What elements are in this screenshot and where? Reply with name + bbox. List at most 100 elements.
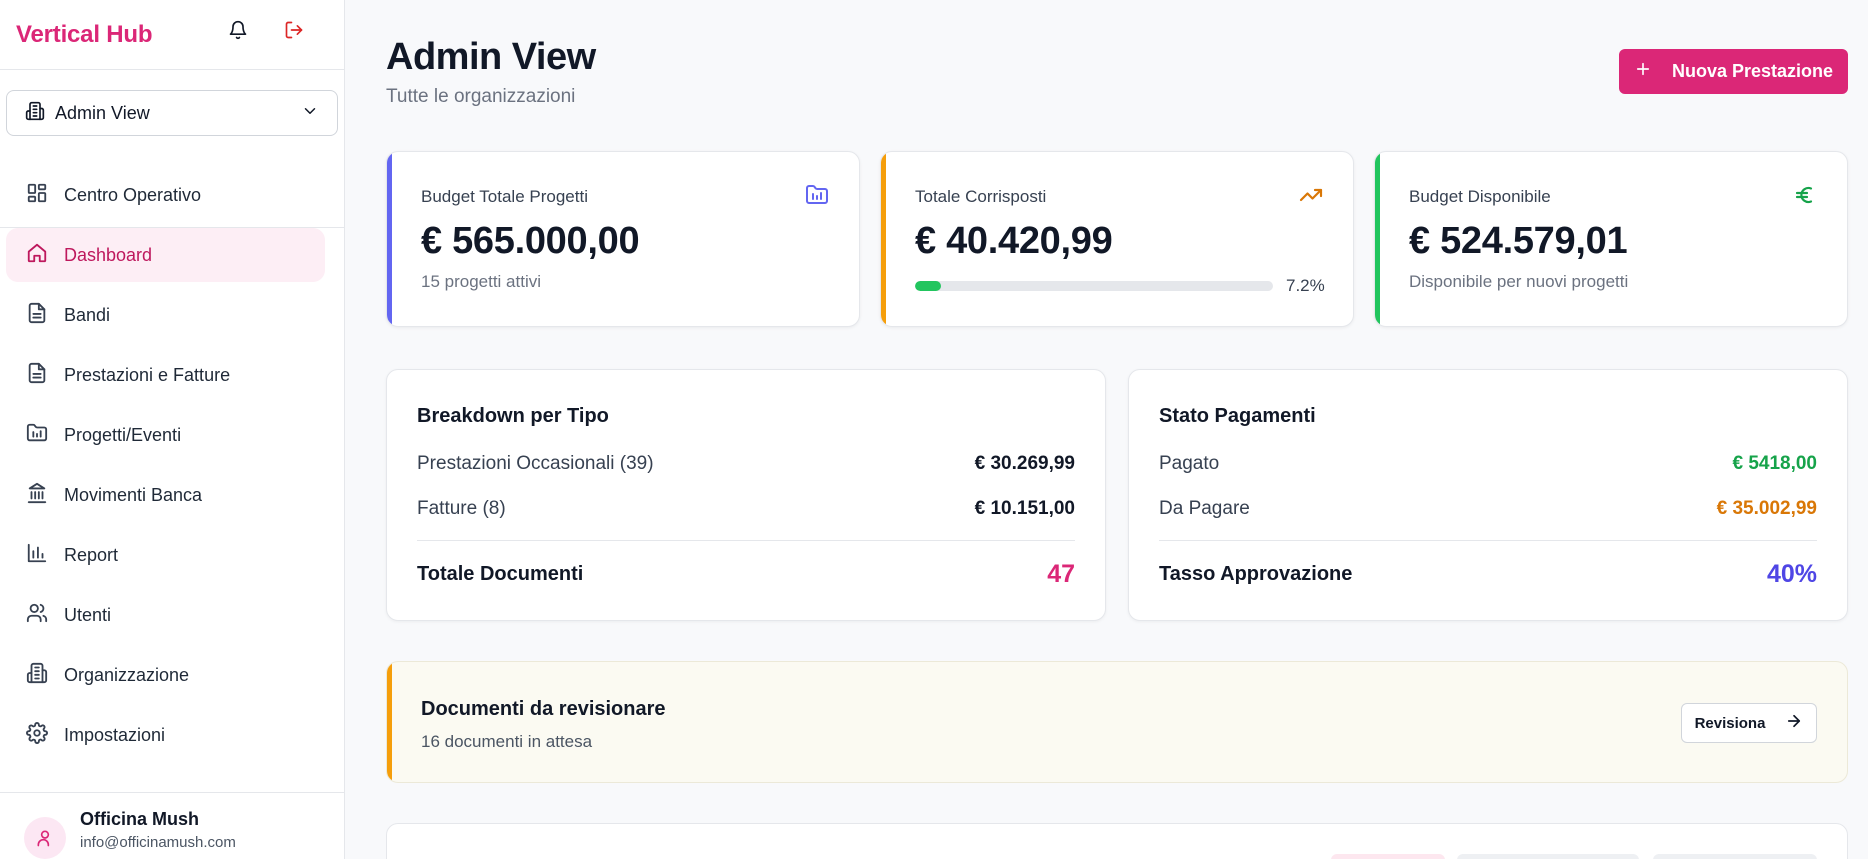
users-icon: [26, 602, 48, 629]
bank-icon: [26, 482, 48, 509]
breakdown-row: Fatture (8) € 10.151,00: [417, 498, 1075, 520]
divider: [417, 540, 1075, 541]
row-value: € 5418,00: [1732, 453, 1817, 474]
tab-pill[interactable]: [1653, 854, 1817, 859]
card-accent: [387, 152, 392, 326]
stat-value: € 565.000,00: [421, 220, 640, 262]
row-value: € 30.269,99: [974, 453, 1075, 474]
user-email: info@officinamush.com: [80, 834, 236, 851]
page-subtitle: Tutte le organizzazioni: [386, 86, 576, 107]
panel-title: Stato Pagamenti: [1159, 405, 1316, 427]
app-title: Vertical Hub: [16, 20, 153, 48]
sidebar-item-organizzazione[interactable]: Organizzazione: [6, 648, 325, 702]
sidebar-item-label: Bandi: [64, 304, 111, 325]
trending-up-icon: [1299, 183, 1323, 212]
revisiona-label: Revisiona: [1694, 714, 1766, 732]
stat-label: Budget Disponibile: [1409, 187, 1551, 206]
sidebar-item-prestazioni-fatture[interactable]: Prestazioni e Fatture: [6, 348, 325, 402]
stat-card-budget-disponibile: Budget Disponibile € 524.579,01 Disponib…: [1374, 151, 1848, 327]
new-prestazione-label: Nuova Prestazione: [1671, 61, 1834, 81]
tab-pill[interactable]: [1331, 854, 1445, 859]
bar-chart-icon: [26, 542, 48, 569]
card-accent: [1375, 152, 1380, 326]
total-value: 47: [1047, 560, 1075, 588]
grid-icon: [26, 182, 48, 209]
chevron-down-icon: [301, 102, 319, 125]
progress-bar: [915, 281, 1273, 291]
document-icon: [26, 302, 48, 329]
euro-icon: [1793, 183, 1817, 212]
card-accent: [881, 152, 886, 326]
stat-label: Totale Corrisposti: [915, 187, 1047, 206]
breakdown-panel: Breakdown per Tipo Prestazioni Occasiona…: [386, 369, 1106, 621]
payments-total: Tasso Approvazione 40%: [1159, 560, 1817, 589]
stat-note: 15 progetti attivi: [421, 272, 542, 291]
gear-icon: [26, 721, 48, 749]
org-selector[interactable]: Admin View: [6, 90, 338, 136]
row-label: Da Pagare: [1159, 498, 1250, 519]
stat-card-totale-corrisposti: Totale Corrisposti € 40.420,99 7.2%: [880, 151, 1354, 327]
payments-panel: Stato Pagamenti Pagato € 5418,00 Da Paga…: [1128, 369, 1848, 621]
org-selector-wrap: Admin View: [0, 70, 344, 228]
sidebar-item-label: Movimenti Banca: [64, 484, 203, 505]
bell-icon[interactable]: [226, 18, 250, 42]
sidebar-item-bandi[interactable]: Bandi: [6, 288, 325, 342]
sidebar-item-label: Impostazioni: [64, 724, 166, 745]
banner-accent: [387, 662, 392, 782]
avatar: [24, 817, 66, 859]
sidebar-item-label: Centro Operativo: [64, 184, 202, 205]
sidebar-item-impostazioni[interactable]: Impostazioni: [6, 708, 325, 762]
page-title: Admin View: [386, 36, 596, 78]
panel-title: Breakdown per Tipo: [417, 405, 609, 427]
progress-label: 7.2%: [1286, 276, 1325, 295]
document-icon: [26, 362, 48, 389]
revisiona-button[interactable]: Revisiona: [1681, 703, 1817, 743]
brand-row: Vertical Hub: [0, 0, 344, 70]
folder-chart-icon: [26, 422, 48, 449]
row-label: Pagato: [1159, 453, 1220, 474]
sidebar: Vertical Hub Admin View Centro Operativo: [0, 0, 345, 859]
total-value: 40%: [1766, 560, 1817, 588]
user-icon: [37, 830, 50, 847]
total-label: Totale Documenti: [417, 563, 584, 585]
sidebar-item-dashboard[interactable]: Dashboard: [6, 228, 325, 282]
sidebar-item-label: Dashboard: [64, 244, 153, 265]
new-prestazione-button[interactable]: Nuova Prestazione: [1619, 49, 1848, 94]
payments-row: Da Pagare € 35.002,99: [1159, 498, 1817, 520]
breakdown-row: Prestazioni Occasionali (39) € 30.269,99: [417, 453, 1075, 475]
sidebar-item-movimenti-banca[interactable]: Movimenti Banca: [6, 468, 325, 522]
review-title: Documenti da revisionare: [421, 698, 666, 720]
sidebar-item-centro-operativo[interactable]: Centro Operativo: [6, 168, 325, 222]
divider: [1159, 540, 1817, 541]
main-content: Admin View Tutte le organizzazioni Nuova…: [386, 0, 1848, 859]
sidebar-item-label: Utenti: [64, 604, 112, 625]
progress-fill: [915, 281, 941, 291]
bottom-card: [386, 823, 1848, 859]
sidebar-item-utenti[interactable]: Utenti: [6, 588, 325, 642]
arrow-right-icon: [1785, 712, 1803, 734]
building-icon: [25, 101, 45, 126]
sidebar-item-label: Progetti/Eventi: [64, 424, 182, 445]
folder-chart-icon: [805, 183, 829, 212]
stat-value: € 524.579,01: [1409, 220, 1628, 262]
sidebar-item-progetti-eventi[interactable]: Progetti/Eventi: [6, 408, 325, 462]
user-name: Officina Mush: [80, 809, 200, 829]
tab-pill[interactable]: [1457, 854, 1639, 859]
stat-card-budget-totale: Budget Totale Progetti € 565.000,00 15 p…: [386, 151, 860, 327]
building-icon: [26, 662, 48, 689]
row-label: Fatture (8): [417, 498, 506, 519]
total-label: Tasso Approvazione: [1159, 563, 1353, 585]
sidebar-nav: Centro Operativo Dashboard Bandi Prestaz…: [0, 158, 345, 768]
sidebar-item-report[interactable]: Report: [6, 528, 325, 582]
sidebar-item-label: Prestazioni e Fatture: [64, 364, 231, 385]
home-icon: [26, 242, 48, 269]
sidebar-item-label: Organizzazione: [64, 664, 190, 685]
row-value: € 35.002,99: [1716, 498, 1817, 519]
org-selector-value: Admin View: [55, 102, 150, 123]
user-profile[interactable]: Officina Mush info@officinamush.com: [0, 792, 345, 859]
logout-icon[interactable]: [282, 18, 306, 42]
stat-label: Budget Totale Progetti: [421, 187, 588, 206]
breakdown-total: Totale Documenti 47: [417, 560, 1075, 589]
review-subtitle: 16 documenti in attesa: [421, 732, 593, 751]
stat-note: Disponibile per nuovi progetti: [1409, 272, 1629, 291]
